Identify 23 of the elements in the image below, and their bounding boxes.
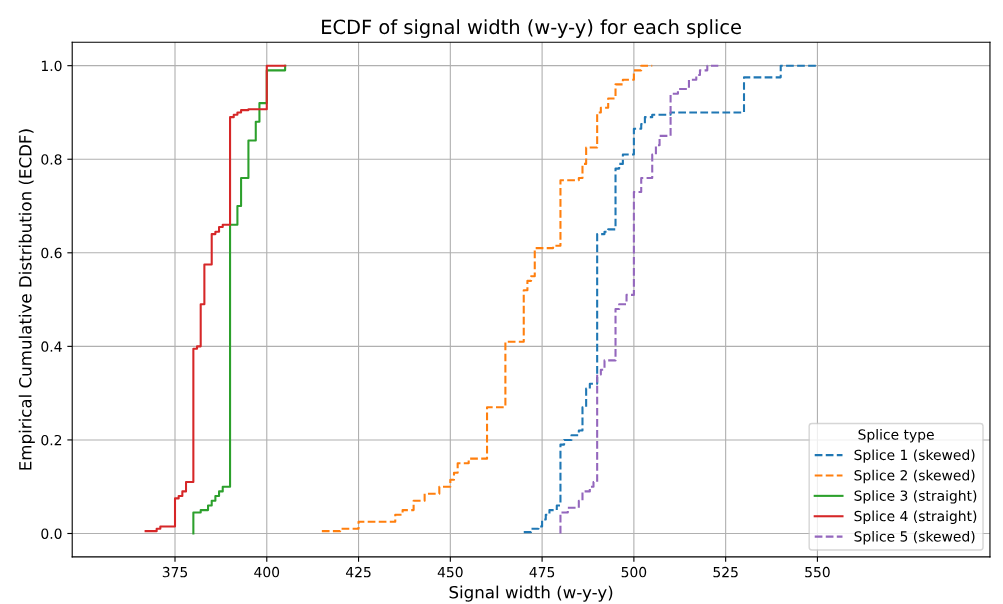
x-tick-label: 525 — [713, 566, 738, 578]
y-tick-label: 1.0 — [41, 60, 62, 72]
x-tick-label: 375 — [162, 566, 188, 578]
x-tick-label: 425 — [345, 566, 371, 578]
x-tick-label: 550 — [805, 566, 830, 578]
y-axis-title: Empirical Cumulative Distribution (ECDF) — [18, 129, 35, 470]
x-tick-label: 475 — [529, 567, 555, 578]
chart-title: ECDF of signal width (w-y-y) for each splice — [322, 19, 741, 38]
legend-label: Splice 4 (straight) — [854, 510, 977, 524]
x-tick-label: 500 — [621, 566, 647, 578]
x-axis-title: Signal width (w-y-y) — [449, 585, 613, 602]
x-tick-label: 400 — [254, 566, 280, 578]
x-tick-label: 450 — [437, 566, 463, 578]
y-tick-label: 0.8 — [41, 154, 62, 165]
legend-label: Splice 1 (skewed) — [854, 449, 975, 463]
y-tick-label: 0.0 — [41, 528, 62, 539]
legend-label: Splice 2 (skewed) — [854, 469, 975, 484]
legend-label: Splice 5 (skewed) — [854, 530, 975, 545]
y-tick-label: 0.2 — [41, 434, 62, 446]
legend-label: Splice 3 (straight) — [854, 490, 977, 504]
legend-title: Splice type — [858, 429, 934, 443]
y-tick-label: 0.4 — [41, 341, 62, 352]
y-tick-label: 0.6 — [41, 247, 62, 259]
